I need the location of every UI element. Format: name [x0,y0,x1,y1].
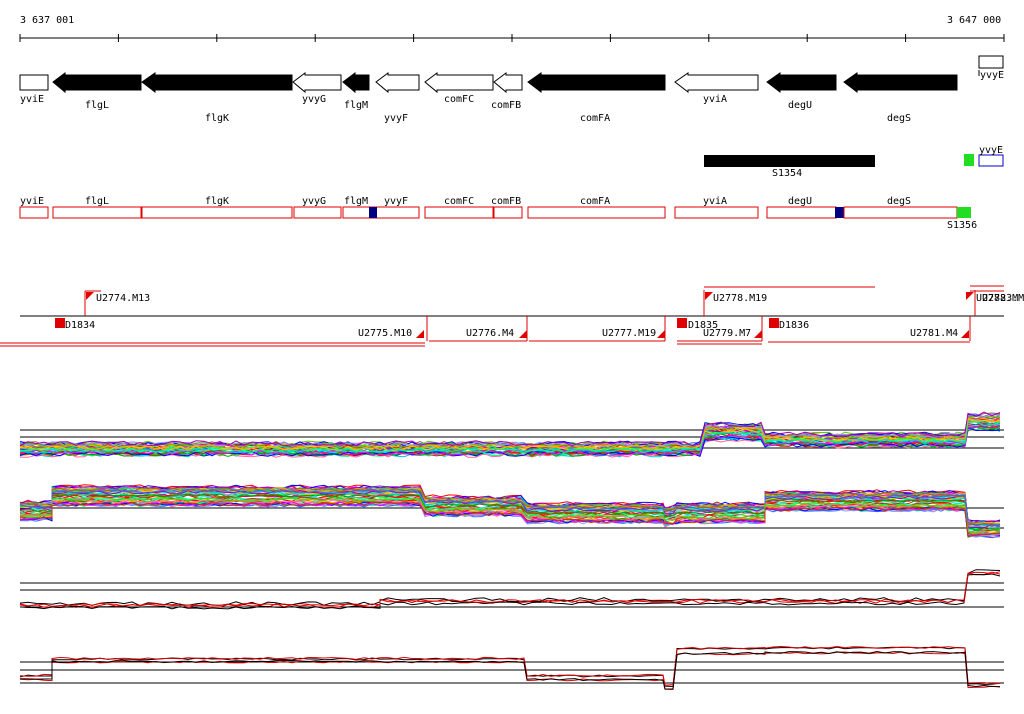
transcript-label-D1835: D1835 [688,320,718,331]
expression-panel-1 [19,411,1004,458]
transcript-label-D1834: D1834 [65,320,95,331]
feature-label-yvyE: yvyE [979,145,1003,156]
transcript-label-D1836: D1836 [779,320,809,331]
gene-arrow-flgL[interactable] [52,72,142,94]
domain-label-flgK: flgK [205,196,229,207]
gene-label-flgK: flgK [205,113,229,124]
gene-label-yvyG: yvyG [302,94,326,105]
domain-track: yviE flgL flgK yvyG flgM yvyF comFC comF… [19,196,977,231]
transcript-label-U2782: U2782.M [976,293,1018,304]
gene-arrow-comFA[interactable] [527,72,666,94]
gene-label-degS: degS [887,113,911,124]
transcript-track: D1834 U2774.M13 U2775.M10 U2776.M4 U2777… [0,285,1024,347]
start-coordinate: 3 637 001 [20,15,74,26]
gene-arrow-degU[interactable] [766,72,837,94]
end-coordinate: 3 647 000 [947,15,1001,26]
transcript-marker-D1835[interactable] [677,318,687,328]
feature-green-marker[interactable] [964,154,974,166]
coordinate-ruler: 3 637 001 3 647 000 [19,15,1005,42]
feature-label-S1354: S1354 [772,168,802,179]
gene-arrow-comFB[interactable] [493,72,523,94]
transcript-marker-D1834[interactable] [55,318,65,328]
domain-label-degS: degS [887,196,911,207]
feature-label-S1356: S1356 [947,220,977,231]
gene-label-comFC: comFC [444,94,474,105]
gene-arrow-comFC[interactable] [424,72,494,94]
gene-label-yvyF: yvyF [384,113,408,124]
gene-label-yviA: yviA [703,94,727,105]
domain-label-comFC: comFC [444,196,474,207]
transcript-label-U2775: U2775.M10 [358,328,412,339]
domain-label-flgM: flgM [344,196,368,207]
gene-label-comFA: comFA [580,113,610,124]
expression-panel-2 [19,484,1004,539]
domain-marker-green[interactable] [957,207,971,218]
domain-label-degU: degU [788,196,812,207]
expression-panel-4 [19,645,1004,691]
gene-arrow-yviA[interactable] [674,72,759,94]
transcript-label-U2777: U2777.M19 [602,328,656,339]
gene-label-flgL: flgL [85,100,109,111]
gene-label-yviE: yviE [20,94,44,105]
gene-arrow-yviE[interactable] [19,74,49,91]
gene-arrow-degS[interactable] [843,72,958,94]
expression-panel-3 [19,569,1004,610]
transcript-label-U2781: U2781.M4 [910,328,958,339]
gene-label-comFB: comFB [491,100,521,111]
gene-arrow-flgM[interactable] [342,72,370,94]
gene-arrow-flgK[interactable] [141,72,293,94]
domain-marker-navy[interactable] [369,207,377,218]
feature-S1354-bar[interactable] [704,155,875,167]
transcript-label-U2779: U2779.M7 [703,328,751,339]
gene-arrow-yvyF[interactable] [375,72,420,94]
domain-label-flgL: flgL [85,196,109,207]
domain-marker-navy-degU[interactable] [835,207,844,218]
domain-label-yvyF: yvyF [384,196,408,207]
gene-label-degU: degU [788,100,812,111]
gene-arrow-yvyE[interactable] [978,55,1004,69]
domain-label-yvyG: yvyG [302,196,326,207]
domain-label-comFB: comFB [491,196,521,207]
gene-label-yvyE: yvyE [980,70,1004,81]
gene-track: yviE flgL flgK yvyG flgM yvyF comFC comF… [19,55,1004,124]
domain-label-comFA: comFA [580,196,610,207]
domain-label-yviA: yviA [703,196,727,207]
transcript-label-U2778: U2778.M19 [713,293,767,304]
gene-arrow-yvyG[interactable] [292,72,342,94]
feature-track: S1354 yvyE [704,145,1004,179]
transcript-label-U2774: U2774.M13 [96,293,150,304]
gene-label-flgM: flgM [344,100,368,111]
transcript-marker-D1836[interactable] [769,318,779,328]
transcript-label-U2776: U2776.M4 [466,328,514,339]
transcript-label-U2783: U2783.M [982,293,1024,304]
domain-label-yviE: yviE [20,196,44,207]
feature-blue-box-yvyE[interactable] [978,154,1004,167]
